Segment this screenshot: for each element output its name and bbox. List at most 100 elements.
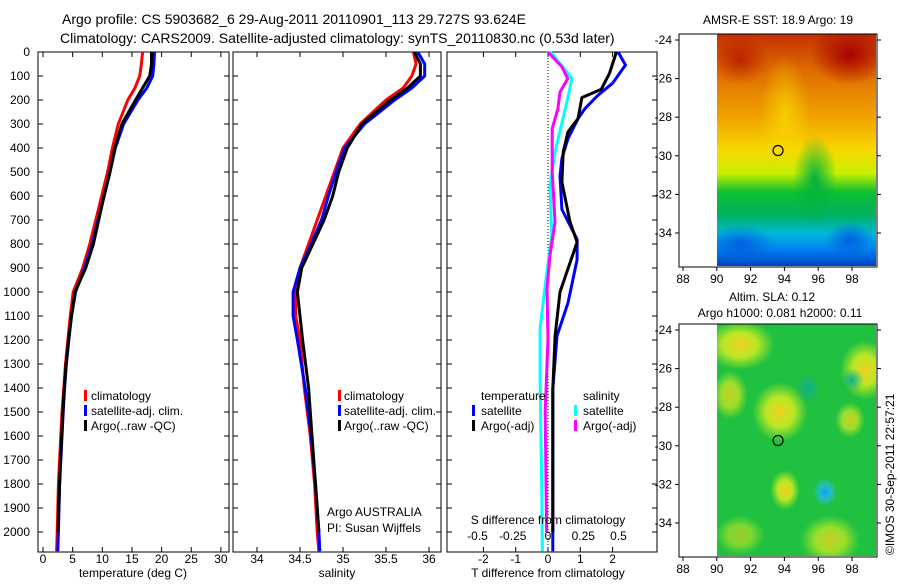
x-tick-label: 25 xyxy=(185,552,199,566)
x-axis-label-salinity: salinity xyxy=(319,566,356,580)
depth-tick-label: 700 xyxy=(10,213,30,227)
lon-tick-label: 88 xyxy=(676,272,690,286)
figure-title-line2: Climatology: CARS2009. Satellite-adjuste… xyxy=(60,30,615,46)
legend-swatch-satellite xyxy=(84,405,87,416)
depth-tick-label: 200 xyxy=(10,93,30,107)
lon-tick-label: 96 xyxy=(812,562,826,576)
depth-tick-label: 500 xyxy=(10,165,30,179)
map-frame xyxy=(678,33,878,268)
depth-tick-label: 1900 xyxy=(3,501,30,515)
plots-layer: 0 5 10 15 20 25 30 34 34.5 35 35.5 36 -2 -1 0 1 2 -0.5 -0.… xyxy=(3,33,881,576)
x-tick-label: 35 xyxy=(336,552,350,566)
legend-swatch-t-argo xyxy=(472,420,475,431)
s-tick-label: 0.5 xyxy=(610,529,627,543)
lat-tick-label: -34 xyxy=(655,226,673,240)
legend-label-satellite: satellite-adj. clim. xyxy=(344,404,436,418)
legend-label-climatology: climatology xyxy=(91,389,151,403)
map-frame xyxy=(678,323,878,558)
sla-map-title: Altim. SLA: 0.12 xyxy=(729,290,815,304)
lat-tick-label: -30 xyxy=(655,439,673,453)
lat-tick-label: -28 xyxy=(655,400,673,414)
legend-label-argo: Argo(..raw -QC) xyxy=(344,419,429,433)
depth-tick-label: 1400 xyxy=(3,381,30,395)
legend-title-temperature: temperature xyxy=(481,389,546,403)
sst-map-image xyxy=(717,34,876,266)
legend-swatch-climatology xyxy=(338,390,341,401)
series-line-salinity-satellite xyxy=(538,50,574,552)
lon-tick-label: 98 xyxy=(845,562,859,576)
x-tick-label: 36 xyxy=(422,552,436,566)
depth-tick-label: 100 xyxy=(10,69,30,83)
lon-tick-label: 90 xyxy=(710,562,724,576)
legend-label-satellite: satellite-adj. clim. xyxy=(91,404,183,418)
series-line-salinity-argo-adj- xyxy=(543,50,570,533)
depth-tick-label: 1200 xyxy=(3,333,30,347)
agency-label: Argo AUSTRALIA xyxy=(327,505,422,519)
legend-swatch-argo xyxy=(84,420,87,431)
legend-swatch-t-satellite xyxy=(472,405,475,416)
legend-swatch-s-argo xyxy=(574,420,577,431)
s-tick-label: 0.25 xyxy=(572,529,596,543)
lat-tick-label: -34 xyxy=(655,516,673,530)
legend-swatch-satellite xyxy=(338,405,341,416)
depth-tick-label: 900 xyxy=(10,261,30,275)
series-line-temperature-argo-adj- xyxy=(551,52,618,532)
figure-title-line1: Argo profile: CS 5903682_6 29-Aug-2011 2… xyxy=(62,11,526,27)
lat-tick-label: -30 xyxy=(655,149,673,163)
lat-tick-label: -32 xyxy=(655,187,673,201)
depth-tick-label: 800 xyxy=(10,237,30,251)
x-tick-label: 5 xyxy=(69,552,76,566)
lat-tick-label: -26 xyxy=(655,362,673,376)
sst-map-title: AMSR-E SST: 18.9 Argo: 19 xyxy=(703,13,853,27)
legend-swatch-climatology xyxy=(84,390,87,401)
x-tick-label: 0 xyxy=(545,552,552,566)
series-line-climatology xyxy=(55,51,145,552)
lat-tick-label: -26 xyxy=(655,72,673,86)
lon-tick-label: 88 xyxy=(676,562,690,576)
legend-label-t-satellite: satellite xyxy=(481,404,522,418)
x-tick-label: 1 xyxy=(577,552,584,566)
x-tick-label: 0 xyxy=(40,552,47,566)
depth-tick-label: 400 xyxy=(10,141,30,155)
panel-frame xyxy=(37,51,230,553)
s-tick-label: -0.5 xyxy=(467,529,488,543)
depth-tick-label: 0 xyxy=(23,45,30,59)
x-tick-label: -1 xyxy=(510,552,521,566)
x-axis-label-t-difference: T difference from climatology xyxy=(471,566,625,580)
depth-tick-label: 600 xyxy=(10,189,30,203)
s-axis-label: S difference from climatology xyxy=(471,513,626,527)
lon-tick-label: 92 xyxy=(744,272,758,286)
lon-tick-label: 96 xyxy=(812,272,826,286)
x-tick-label: 34.5 xyxy=(288,552,312,566)
lat-tick-label: -24 xyxy=(655,323,673,337)
copyright-label: ©IMOS 30-Sep-2011 22:57:21 xyxy=(883,393,897,555)
legend-swatch-s-satellite xyxy=(574,405,577,416)
lon-tick-label: 90 xyxy=(710,272,724,286)
legend-label-t-argo: Argo(-adj) xyxy=(481,419,534,433)
depth-tick-label: 1000 xyxy=(3,285,30,299)
legend-label-s-argo: Argo(-adj) xyxy=(583,419,636,433)
legend-label-s-satellite: satellite xyxy=(583,404,624,418)
series-line-argo-raw-qc- xyxy=(56,52,153,533)
depth-tick-label: 1100 xyxy=(4,309,30,323)
legend-label-climatology: climatology xyxy=(344,389,404,403)
legend-label-argo: Argo(..raw -QC) xyxy=(91,419,176,433)
lat-tick-label: -32 xyxy=(655,477,673,491)
legend-swatch-argo xyxy=(338,420,341,431)
s-tick-label: -0.25 xyxy=(499,529,527,543)
argo-position-marker xyxy=(772,144,784,157)
depth-tick-label: 1700 xyxy=(3,453,30,467)
sla-map-subtitle: Argo h1000: 0.081 h2000: 0.11 xyxy=(698,306,863,320)
difference-legend: temperature satellite Argo(-adj) salinit… xyxy=(472,389,636,433)
x-tick-label: 15 xyxy=(125,552,139,566)
x-tick-label: 30 xyxy=(214,552,228,566)
depth-tick-label: 1600 xyxy=(3,429,30,443)
lon-tick-label: 92 xyxy=(744,562,758,576)
x-axis-label-temperature: temperature (deg C) xyxy=(79,566,187,580)
depth-tick-label: 2000 xyxy=(3,525,30,539)
depth-tick-label: 300 xyxy=(10,117,30,131)
x-tick-label: 34 xyxy=(250,552,264,566)
series-line-argo-raw-qc- xyxy=(295,51,422,533)
sla-map-image xyxy=(717,324,876,556)
